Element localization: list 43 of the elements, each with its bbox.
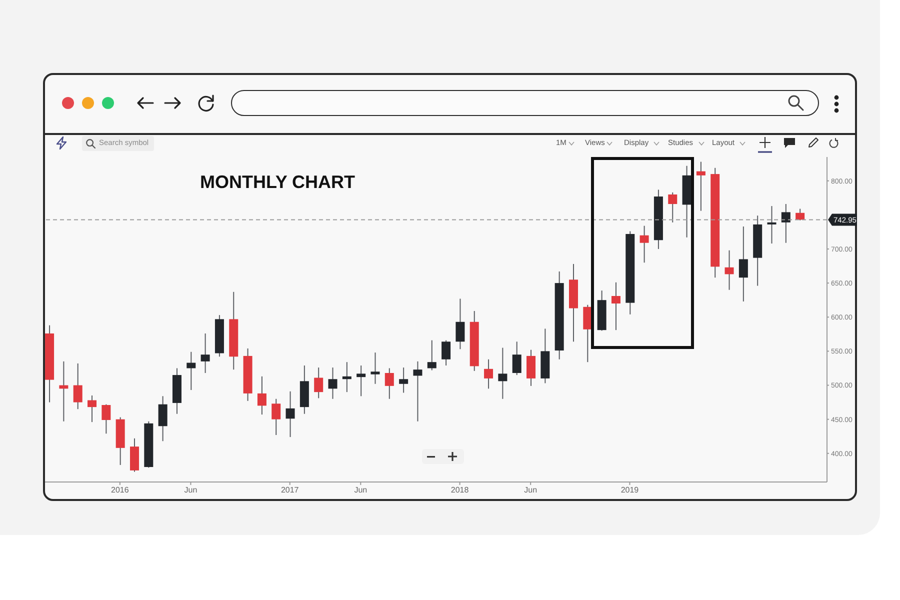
candlestick xyxy=(796,208,805,221)
candlestick xyxy=(526,349,536,386)
candlestick xyxy=(102,404,111,434)
candlestick xyxy=(696,161,706,212)
candlestick xyxy=(738,226,748,302)
candlestick xyxy=(456,298,465,350)
candlestick xyxy=(427,340,436,371)
x-tick-label: Jun xyxy=(184,486,198,495)
candlestick xyxy=(286,390,295,438)
candlestick xyxy=(314,367,324,399)
candlestick xyxy=(370,352,380,384)
text: MONTHLY CHART xyxy=(200,172,356,193)
candlestick xyxy=(767,206,776,244)
candlestick xyxy=(413,360,422,422)
candlestick xyxy=(257,376,266,416)
candlestick xyxy=(342,362,352,393)
candlestick xyxy=(59,360,68,422)
candlestick xyxy=(498,347,508,400)
x-tick-label: 2016 xyxy=(111,486,130,495)
candlestick xyxy=(88,394,97,423)
candlestick xyxy=(640,225,649,264)
candlestick xyxy=(384,368,394,400)
candlestick xyxy=(442,340,451,366)
candlestick xyxy=(611,282,620,331)
candlestick xyxy=(130,438,139,472)
candlestick xyxy=(399,367,408,394)
candlestick xyxy=(484,358,494,390)
candlestick xyxy=(356,364,366,397)
candlestick xyxy=(272,398,281,436)
x-tick-label: 2018 xyxy=(450,486,470,495)
candlestick xyxy=(158,396,168,442)
candlestick xyxy=(724,250,734,290)
candlestick xyxy=(328,367,338,400)
candlestick xyxy=(668,192,678,223)
candlestick xyxy=(200,332,210,374)
candlestick xyxy=(73,362,82,410)
candlestick xyxy=(186,351,196,391)
x-tick-label: 2017 xyxy=(280,486,300,495)
candlestick xyxy=(512,341,522,376)
candlestick xyxy=(781,204,790,244)
x-tick-label: Jun xyxy=(354,486,368,495)
x-tick-label: Jun xyxy=(524,486,538,495)
x-tick-label: 2019 xyxy=(620,486,640,495)
